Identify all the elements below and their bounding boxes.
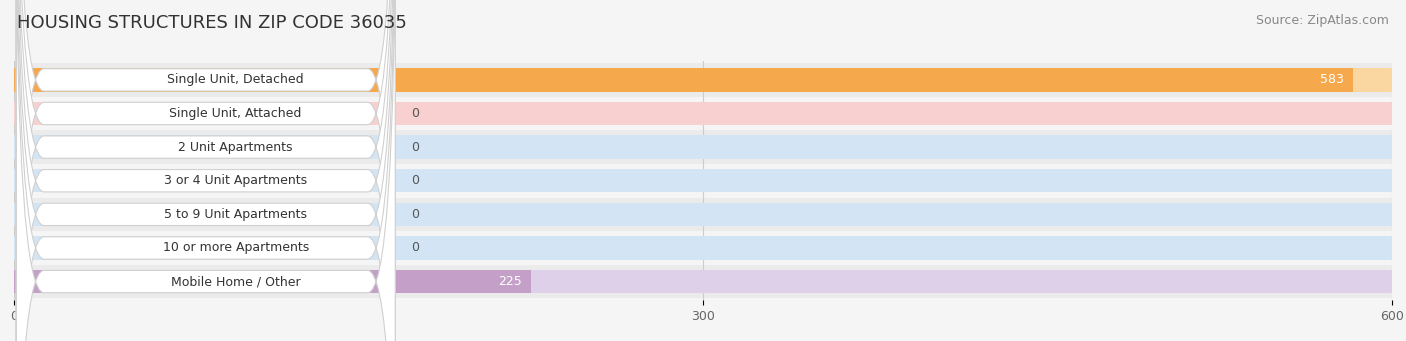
Bar bbox=[14, 270, 531, 293]
FancyBboxPatch shape bbox=[17, 0, 395, 341]
Bar bbox=[14, 197, 1392, 231]
Bar bbox=[14, 97, 1392, 130]
FancyBboxPatch shape bbox=[17, 0, 395, 341]
FancyBboxPatch shape bbox=[17, 0, 395, 341]
Text: HOUSING STRUCTURES IN ZIP CODE 36035: HOUSING STRUCTURES IN ZIP CODE 36035 bbox=[17, 14, 406, 32]
Text: 0: 0 bbox=[412, 208, 419, 221]
Bar bbox=[14, 164, 1392, 197]
Bar bbox=[14, 68, 1392, 92]
Text: 583: 583 bbox=[1320, 73, 1344, 86]
Bar bbox=[14, 130, 1392, 164]
Bar bbox=[14, 265, 1392, 298]
Bar bbox=[14, 68, 1353, 92]
Text: Single Unit, Detached: Single Unit, Detached bbox=[167, 73, 304, 86]
Text: 0: 0 bbox=[412, 174, 419, 187]
Text: 225: 225 bbox=[498, 275, 522, 288]
Bar bbox=[14, 203, 1392, 226]
Bar bbox=[14, 102, 1392, 125]
Text: Mobile Home / Other: Mobile Home / Other bbox=[172, 275, 301, 288]
Text: 0: 0 bbox=[412, 140, 419, 153]
Bar bbox=[14, 135, 1392, 159]
Text: Single Unit, Attached: Single Unit, Attached bbox=[170, 107, 302, 120]
FancyBboxPatch shape bbox=[17, 0, 395, 341]
Bar bbox=[14, 270, 1392, 293]
FancyBboxPatch shape bbox=[17, 0, 395, 341]
Text: Source: ZipAtlas.com: Source: ZipAtlas.com bbox=[1256, 14, 1389, 27]
Bar bbox=[14, 63, 1392, 97]
FancyBboxPatch shape bbox=[17, 0, 395, 341]
Text: 0: 0 bbox=[412, 107, 419, 120]
Text: 2 Unit Apartments: 2 Unit Apartments bbox=[179, 140, 292, 153]
Bar bbox=[14, 169, 1392, 193]
Text: 3 or 4 Unit Apartments: 3 or 4 Unit Apartments bbox=[165, 174, 308, 187]
Bar bbox=[14, 231, 1392, 265]
Text: 5 to 9 Unit Apartments: 5 to 9 Unit Apartments bbox=[165, 208, 307, 221]
Text: 0: 0 bbox=[412, 241, 419, 254]
Text: 10 or more Apartments: 10 or more Apartments bbox=[163, 241, 309, 254]
Bar bbox=[14, 236, 1392, 260]
FancyBboxPatch shape bbox=[17, 0, 395, 341]
